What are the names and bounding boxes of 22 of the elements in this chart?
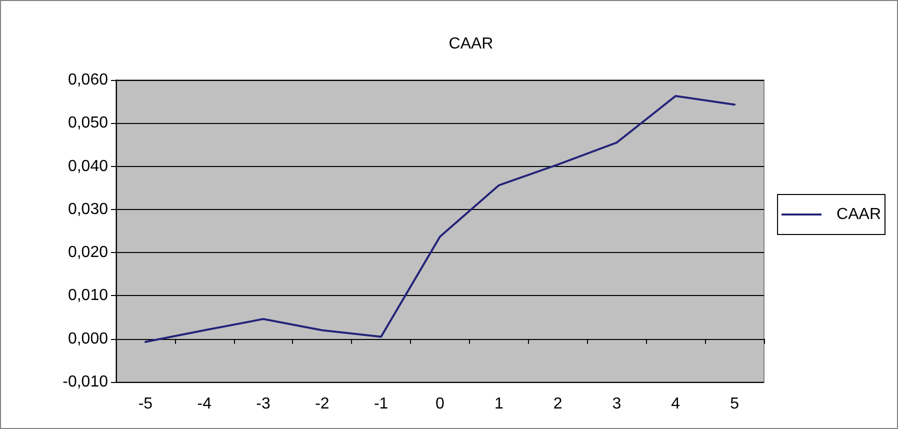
y-tick-label: -0,010 — [62, 374, 108, 390]
y-tick-label: 0,000 — [68, 330, 108, 348]
y-tick-label: 0,040 — [68, 158, 108, 175]
x-tick-label: -2 — [315, 396, 330, 412]
x-tick-label: 0 — [436, 396, 445, 412]
x-tick-label: 1 — [494, 396, 504, 412]
y-tick-label: 0,060 — [68, 72, 108, 88]
x-tick-label: -3 — [256, 396, 270, 412]
x-tick-label: 2 — [553, 396, 562, 412]
x-tick-label: -4 — [197, 396, 212, 412]
chart-title: CAAR — [448, 36, 494, 52]
x-tick-label: -1 — [374, 396, 388, 412]
x-tick-label: -5 — [138, 396, 153, 412]
x-tick-label: 5 — [730, 396, 740, 412]
y-tick-label: 0,010 — [68, 287, 108, 304]
x-tick-label: 3 — [612, 396, 622, 412]
y-tick-label: 0,020 — [68, 244, 108, 262]
y-tick-label: 0,050 — [68, 114, 108, 132]
line-series — [144, 94, 736, 343]
x-tick-label: 4 — [671, 396, 680, 412]
y-tick-label: 0,030 — [68, 200, 108, 218]
legend-label: CAAR — [836, 206, 881, 223]
